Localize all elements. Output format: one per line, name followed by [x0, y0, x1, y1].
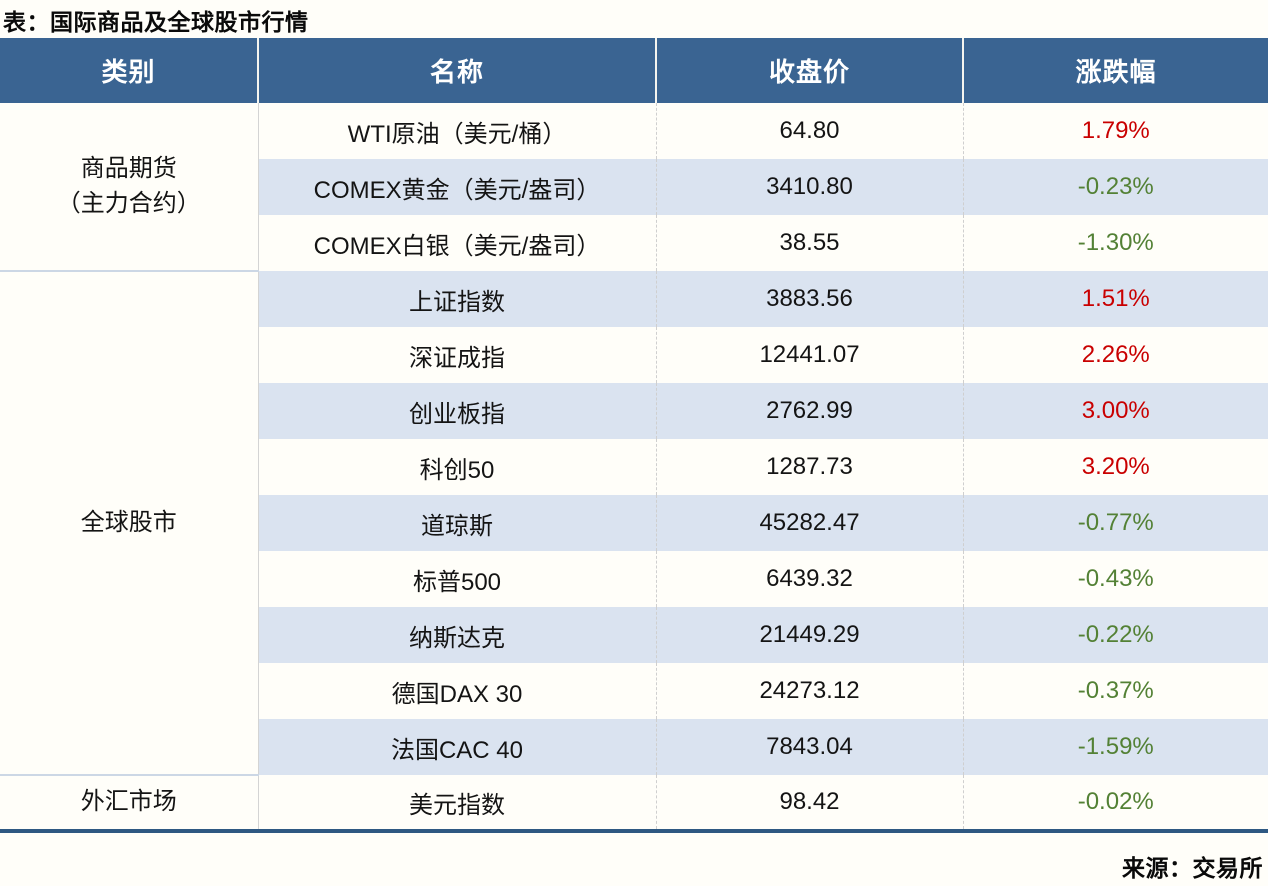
table-row: COMEX白银（美元/盎司） 38.55 -1.30% — [0, 215, 1268, 271]
header-category: 类别 — [0, 38, 258, 103]
change-pct-cell: -0.43% — [962, 551, 1268, 607]
category-cell: 外汇市场 — [0, 774, 259, 831]
category-cell: 商品期货 （主力合约） — [0, 103, 259, 271]
table-row: 深证成指 12441.07 2.26% — [0, 327, 1268, 383]
close-price-cell: 21449.29 — [655, 607, 963, 663]
change-pct-cell: 3.00% — [962, 383, 1268, 439]
instrument-name-cell: 标普500 — [412, 568, 502, 596]
close-price-cell: 45282.47 — [655, 495, 963, 551]
header-name: 名称 — [257, 38, 656, 103]
table-row: 外汇市场 美元指数 98.42 -0.02% — [0, 774, 1268, 831]
change-pct-cell: 3.20% — [962, 439, 1268, 495]
change-pct-cell: -1.59% — [962, 719, 1268, 775]
table-row: COMEX黄金（美元/盎司） 3410.80 -0.23% — [0, 159, 1268, 215]
close-price-cell: 1287.73 — [655, 439, 963, 495]
close-price-cell: 3410.80 — [655, 159, 963, 215]
instrument-name-cell: 创业板指 — [258, 383, 656, 439]
instrument-name-cell: 上证指数 — [258, 271, 656, 327]
instrument-name-cell: 美元指数 — [409, 791, 505, 819]
close-price-cell: 7843.04 — [655, 719, 963, 775]
change-pct-cell: -0.02% — [962, 775, 1268, 831]
instrument-name-cell: 法国CAC 40 — [258, 719, 656, 775]
table-row: 纳斯达克 21449.29 -0.22% — [0, 607, 1268, 663]
table-row: 德国DAX 30 24273.12 -0.37% — [0, 663, 1268, 719]
change-pct-cell: -0.77% — [962, 495, 1268, 551]
instrument-name-cell: 德国DAX 30 — [391, 680, 523, 708]
header-close-price: 收盘价 — [655, 38, 963, 103]
header-change-pct: 涨跌幅 — [962, 38, 1268, 103]
table-row: 商品期货 （主力合约） WTI原油（美元/桶） 64.80 1.79% — [0, 103, 1268, 271]
table-row: 法国CAC 40 7843.04 -1.59% — [0, 719, 1268, 775]
instrument-name-cell: 纳斯达克 — [258, 607, 656, 663]
close-price-cell: 98.42 — [655, 775, 963, 831]
table-row: 标普500 6439.32 -0.43% — [0, 551, 1268, 607]
close-price-cell: 3883.56 — [655, 271, 963, 327]
change-pct-cell: 1.51% — [962, 271, 1268, 327]
close-price-cell: 38.55 — [655, 215, 963, 271]
page-title: 表：国际商品及全球股市行情 — [3, 9, 309, 35]
change-pct-cell: 1.79% — [962, 103, 1268, 159]
instrument-name-cell: COMEX黄金（美元/盎司） — [258, 159, 656, 215]
table-row: 创业板指 2762.99 3.00% — [0, 383, 1268, 439]
instrument-name-cell: 科创50 — [419, 456, 495, 484]
close-price-cell: 6439.32 — [655, 551, 963, 607]
category-cell: 全球股市 — [0, 270, 259, 775]
instrument-name-cell: COMEX白银（美元/盎司） — [313, 232, 601, 260]
close-price-cell: 24273.12 — [655, 663, 963, 719]
table-row: 道琼斯 45282.47 -0.77% — [0, 495, 1268, 551]
instrument-name-cell: 深证成指 — [409, 344, 505, 372]
source-note: 来源：交易所 — [1122, 855, 1263, 881]
change-pct-cell: -0.22% — [962, 607, 1268, 663]
market-quotes-table: 类别 名称 收盘价 涨跌幅 商品期货 （主力合约） WTI原油（美元/桶） 64.8… — [0, 38, 1268, 833]
instrument-name-cell: 道琼斯 — [258, 495, 656, 551]
table-header-row: 类别 名称 收盘价 涨跌幅 — [0, 38, 1268, 103]
table-row: 科创50 1287.73 3.20% — [0, 439, 1268, 495]
instrument-name-cell: WTI原油（美元/桶） — [347, 120, 567, 148]
table-body: 商品期货 （主力合约） WTI原油（美元/桶） 64.80 1.79% COMEX黄金（… — [0, 103, 1268, 831]
table-row: 全球股市 上证指数 3883.56 1.51% — [0, 270, 1268, 775]
change-pct-cell: -1.30% — [962, 215, 1268, 271]
close-price-cell: 12441.07 — [655, 327, 963, 383]
change-pct-cell: 2.26% — [962, 327, 1268, 383]
change-pct-cell: -0.23% — [962, 159, 1268, 215]
close-price-cell: 2762.99 — [655, 383, 963, 439]
change-pct-cell: -0.37% — [962, 663, 1268, 719]
close-price-cell: 64.80 — [655, 103, 963, 159]
